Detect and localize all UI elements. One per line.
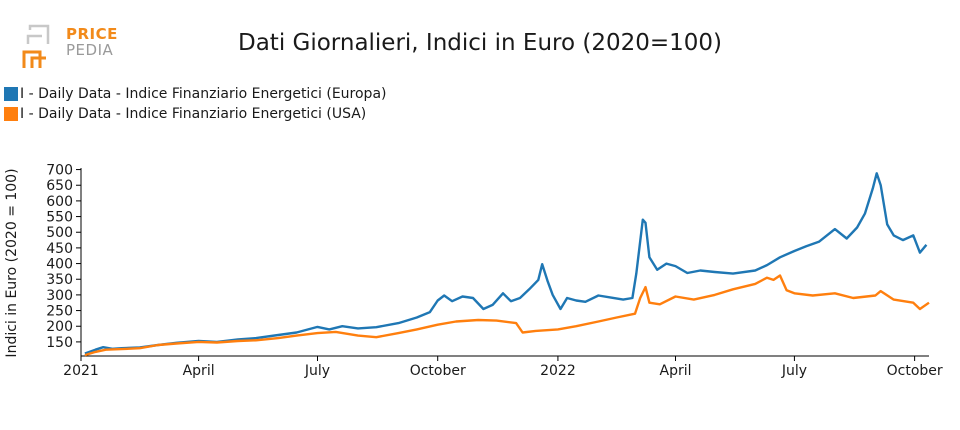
chart-title: Dati Giornalieri, Indici in Euro (2020=1… [238, 30, 722, 56]
y-axis-title: Indici in Euro (2020 = 100) [4, 168, 20, 357]
legend-item-usa[interactable]: I - Daily Data - Indice Finanziario Ener… [4, 104, 386, 124]
legend-swatch-europa [4, 87, 18, 101]
logo-word-price: PRICE [66, 25, 118, 43]
x-tick-label: 2021 [63, 363, 99, 379]
chart-series [84, 172, 930, 357]
y-tick-label: 350 [46, 272, 73, 288]
x-tick-label: October [410, 363, 466, 379]
y-tick-label: 500 [46, 225, 73, 241]
y-tick-label: 250 [46, 304, 73, 320]
y-tick-label: 700 [46, 163, 73, 179]
y-tick-label: 300 [46, 288, 73, 304]
series-line-europa [84, 172, 928, 355]
x-tick-label: October [887, 363, 943, 379]
y-tick-label: 600 [46, 194, 73, 210]
x-tick-label: April [183, 363, 215, 379]
y-tick-label: 400 [46, 257, 73, 273]
legend-label-usa: I - Daily Data - Indice Finanziario Ener… [20, 106, 367, 122]
y-tick-label: 550 [46, 210, 73, 226]
y-tick-label: 200 [46, 319, 73, 335]
y-tick-label: 150 [46, 335, 73, 351]
x-tick-label: 2022 [540, 363, 576, 379]
logo-mark-icon [22, 24, 50, 68]
x-tick-label: July [781, 363, 807, 379]
legend-label-europa: I - Daily Data - Indice Finanziario Ener… [20, 86, 387, 102]
legend-item-europa[interactable]: I - Daily Data - Indice Finanziario Ener… [4, 84, 386, 104]
chart-legend: I - Daily Data - Indice Finanziario Ener… [4, 84, 386, 124]
y-tick-label: 450 [46, 241, 73, 257]
legend-swatch-usa [4, 107, 18, 121]
logo-word-pedia: PEDIA [66, 41, 114, 59]
x-tick-label: April [660, 363, 692, 379]
series-line-usa [84, 274, 930, 357]
x-tick-label: July [304, 363, 330, 379]
y-tick-label: 650 [46, 178, 73, 194]
pricepedia-logo: PRICE PEDIA [18, 24, 128, 74]
